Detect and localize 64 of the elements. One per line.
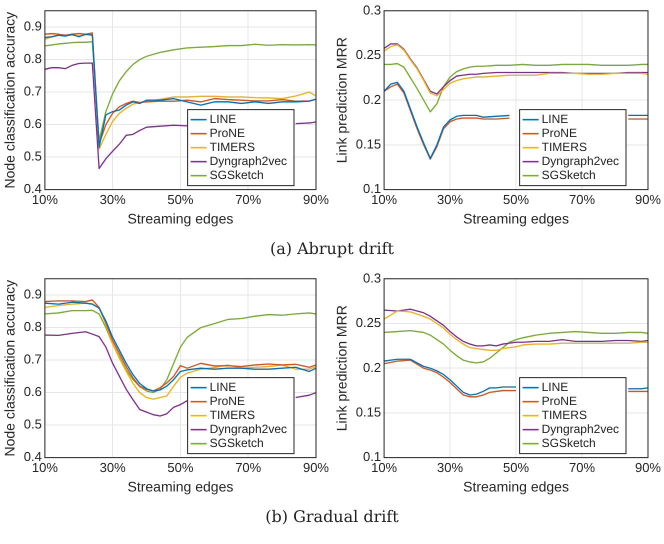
y-tick-label: 0.15	[356, 404, 382, 420]
x-axis-title: Streaming edges	[463, 210, 569, 226]
legend-label: SGSketch	[542, 436, 596, 450]
text: (a) Abrupt drift	[270, 238, 394, 258]
legend-label: ProNE	[542, 394, 577, 408]
y-tick-label: 0.9	[24, 18, 42, 34]
y-axis-title: Link prediction MRR	[333, 37, 350, 164]
legend-label: ProNE	[210, 126, 245, 140]
y-tick-label: 0.7	[24, 352, 42, 367]
legend-label: SGSketch	[210, 168, 264, 182]
x-axis-title: Streaming edges	[463, 478, 569, 494]
x-tick-label: 90%	[634, 192, 662, 207]
legend-label: ProNE	[542, 126, 577, 140]
legend-label: Dyngraph2vec	[210, 422, 287, 436]
x-tick-label: 90%	[634, 460, 662, 475]
y-tick-label: 0.9	[24, 286, 42, 302]
x-tick-label: 30%	[437, 460, 464, 475]
legend-label: SGSketch	[542, 168, 596, 182]
x-tick-label: 70%	[235, 460, 262, 475]
y-tick-label: 0.2	[363, 92, 382, 107]
x-tick-label: 30%	[437, 192, 464, 207]
x-tick-label: 30%	[100, 460, 126, 475]
y-tick-label: 0.6	[24, 116, 42, 132]
y-tick-label: 0.25	[356, 47, 382, 62]
y-tick-label: 0.3	[363, 270, 382, 286]
x-tick-label: 50%	[503, 460, 530, 475]
legend-label: TIMERS	[210, 408, 255, 422]
y-tick-label: 0.8	[24, 319, 42, 334]
legend-label: LINE	[542, 112, 568, 126]
x-tick-label: 30%	[100, 192, 126, 207]
y-tick-label: 0.3	[363, 2, 382, 18]
legend-label: TIMERS	[210, 140, 255, 154]
legend-label: Dyngraph2vec	[542, 154, 619, 168]
x-tick-label: 50%	[167, 460, 194, 475]
x-tick-label: 90%	[302, 192, 330, 207]
series-label: LINE	[542, 380, 568, 394]
y-tick-label: 0.5	[24, 416, 42, 432]
y-axis-title: Node classification accuracy	[1, 280, 18, 457]
y-tick-label: 0.25	[356, 315, 382, 330]
x-tick-label: 70%	[569, 460, 596, 475]
y-tick-label: 0.8	[24, 51, 42, 66]
legend-label: Dyngraph2vec	[210, 154, 287, 168]
x-tick-label: 90%	[302, 460, 330, 475]
legend-label: ProNE	[210, 394, 245, 408]
y-tick-label: 0.6	[24, 384, 42, 400]
legend-label: Dyngraph2vec	[542, 422, 619, 436]
legend-label: TIMERS	[542, 140, 587, 154]
y-tick-label: 0.5	[24, 148, 42, 164]
y-axis-title: Node classification accuracy	[1, 12, 18, 189]
x-tick-label: 70%	[235, 192, 262, 207]
y-tick-label: 0.15	[356, 136, 382, 152]
legend-label: LINE	[210, 380, 236, 394]
legend-label: TIMERS	[542, 408, 587, 422]
legend-label: SGSketch	[210, 436, 264, 450]
legend-label: LINE	[210, 112, 236, 126]
x-tick-label: 50%	[167, 192, 194, 207]
x-axis-title: Streaming edges	[128, 210, 234, 226]
text: (b) Gradual drift	[265, 506, 399, 526]
x-tick-label: 50%	[503, 192, 530, 207]
y-tick-label: 0.2	[363, 360, 382, 375]
y-tick-label: 0.7	[24, 84, 42, 99]
x-axis-title: Streaming edges	[128, 478, 234, 494]
x-tick-label: 70%	[569, 192, 596, 207]
y-axis-title: Link prediction MRR	[333, 305, 350, 432]
